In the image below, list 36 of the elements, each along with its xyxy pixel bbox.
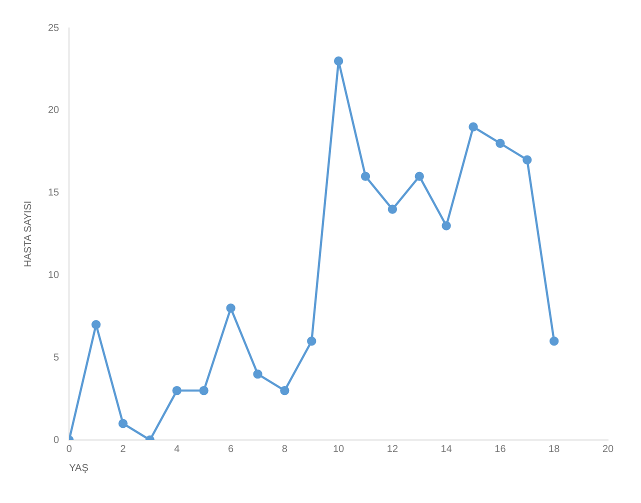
y-tick-label: 0 xyxy=(54,434,60,446)
x-tick-label: 8 xyxy=(282,444,288,455)
point xyxy=(307,336,316,346)
point xyxy=(334,56,344,66)
point xyxy=(496,138,505,148)
x-tick-label: 10 xyxy=(333,444,345,455)
point xyxy=(91,320,101,330)
point xyxy=(253,369,262,379)
point xyxy=(388,204,398,214)
point xyxy=(226,304,236,313)
x-axis-title: YAŞ xyxy=(69,462,89,474)
point xyxy=(442,221,451,230)
x-tick-label: 16 xyxy=(494,444,506,455)
y-axis-title: HASTA SAYISI xyxy=(22,200,34,268)
x-tick-label: 20 xyxy=(602,444,614,455)
point xyxy=(468,122,478,132)
y-tick-label: 25 xyxy=(48,22,60,34)
point xyxy=(199,386,208,396)
y-tick-label: 5 xyxy=(54,352,60,364)
point xyxy=(360,172,370,181)
x-tick-label: 14 xyxy=(440,444,452,455)
x-tick-label: 12 xyxy=(386,444,398,455)
x-tick-label: 6 xyxy=(228,444,234,455)
y-tick-label: 20 xyxy=(48,105,60,116)
y-tick-label: 10 xyxy=(48,270,60,281)
point xyxy=(280,386,290,396)
point xyxy=(414,172,424,181)
x-tick-label: 4 xyxy=(174,444,180,455)
point xyxy=(550,336,559,346)
point xyxy=(522,155,532,164)
point xyxy=(118,418,128,428)
x-tick-label: 18 xyxy=(548,444,560,455)
x-tick-label: 2 xyxy=(120,444,126,455)
x-tick-label: 0 xyxy=(66,444,72,455)
y-tick-label: 15 xyxy=(48,188,60,199)
point xyxy=(172,386,182,396)
